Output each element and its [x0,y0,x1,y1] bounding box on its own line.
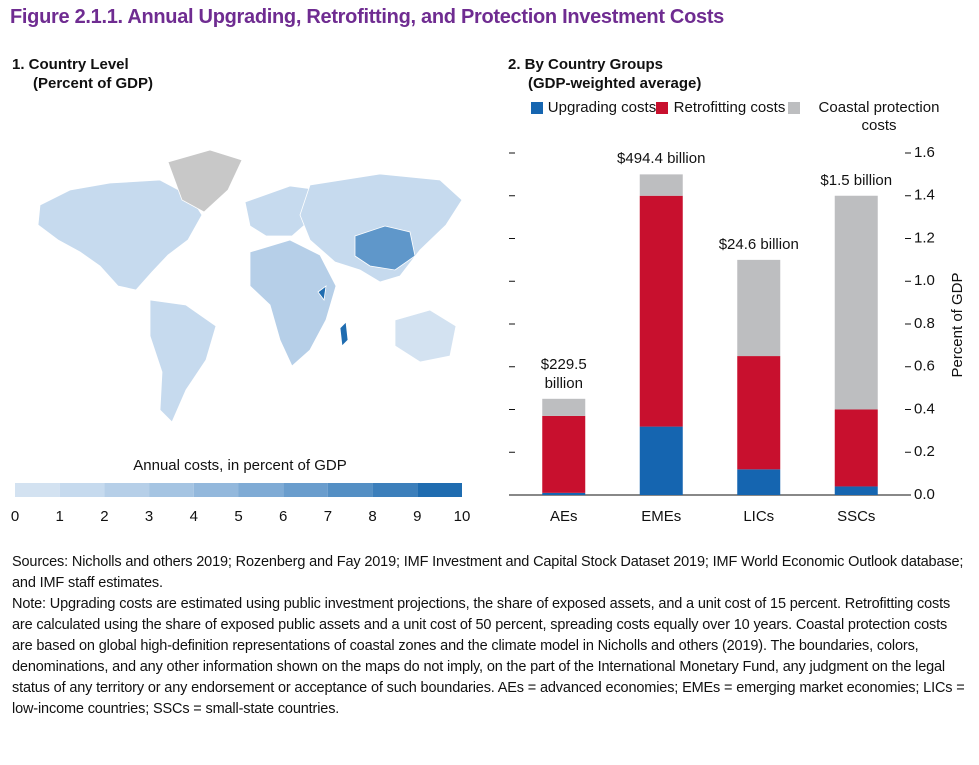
bar-segment [639,426,683,495]
colorbar-tick-label: 2 [100,508,108,525]
legend-swatch [531,102,543,114]
colorbar-tick-label: 3 [145,508,153,525]
legend-item: Coastal protection costs [788,99,954,135]
colorbar-tick-label: 10 [454,508,471,525]
legend-label: Upgrading costs [547,99,657,116]
note: Note: Upgrading costs are estimated usin… [12,596,965,717]
colorbar-segment [372,483,418,497]
colorbar-tick-label: 1 [56,508,64,525]
total-label: $1.5 billion [820,171,893,189]
colorbar-segment [149,483,194,497]
colorbar-segment [193,483,239,497]
bar-segment [834,195,878,410]
x-tick-label: SSCs [837,508,875,525]
y-tick-label: 0.4 [914,400,935,417]
colorbar-tick-label: 5 [234,508,242,525]
bar-segment [542,415,586,493]
bar-segment [834,409,878,487]
bar-segment [542,398,586,416]
total-label: $229.5 billion [540,355,587,392]
somalia [317,285,327,302]
north-america [37,179,203,291]
colorbar-tick-label: 4 [190,508,198,525]
colorbar-tick-label: 6 [279,508,287,525]
x-tick-label: LICs [743,508,774,525]
legend-item: Upgrading costs [531,99,657,117]
africa [249,239,337,367]
world-map [37,149,463,423]
colorbar-segment [327,483,373,497]
panel-title: 1. Country Level [12,56,129,73]
colorbar-tick-label: 7 [324,508,332,525]
madagascar [339,321,349,347]
legend-swatch [788,102,800,114]
y-tick-label: 1.0 [914,272,935,289]
bar-segment [737,259,781,357]
bar-segment [542,492,586,495]
y-tick-label: 0.0 [914,486,935,503]
y-axis-title: Percent of GDP [949,272,966,377]
bar-segment [639,195,683,427]
legend-label: Retrofitting costs [673,99,786,116]
panel-title: 2. By Country Groups [508,56,664,73]
panel-subtitle: (Percent of GDP) [33,75,154,92]
bar-segment [834,486,878,495]
legend-swatch [656,102,668,114]
y-tick-label: 0.6 [914,358,935,375]
colorbar-segment [238,483,284,497]
china [354,225,416,271]
bar-segment [737,356,781,470]
legend-item: Retrofitting costs [656,99,787,117]
australia [394,309,457,363]
y-tick-label: 0.2 [914,443,935,460]
y-tick-label: 0.8 [914,315,935,332]
x-tick-label: AEs [550,508,578,525]
colorbar-tick-label: 8 [368,508,376,525]
bar-segment [737,469,781,495]
colorbar-segment [417,483,462,497]
total-label: $24.6 billion [718,235,799,253]
colorbar-tick-label: 9 [413,508,421,525]
figure-title: Figure 2.1.1. Annual Upgrading, Retrofit… [10,6,725,28]
y-tick-label: 1.2 [914,229,935,246]
x-tick-label: EMEs [641,508,681,525]
colorbar-title: Annual costs, in percent of GDP [133,457,346,474]
y-tick-label: 1.6 [914,144,935,161]
south-america [149,299,217,423]
footnotes: Sources: Nicholls and others 2019; Rozen… [12,552,970,720]
colorbar-segment [283,483,328,497]
colorbar-segment [15,483,60,497]
colorbar-segment [59,483,105,497]
y-tick-label: 1.4 [914,187,935,204]
legend-label: Coastal protection costs [818,99,940,134]
bar-segment [639,174,683,196]
colorbar-segment [104,483,150,497]
colorbar-tick-label: 0 [11,508,19,525]
sources: Sources: Nicholls and others 2019; Rozen… [12,554,964,591]
greenland [167,149,243,213]
total-label: $494.4 billion [617,150,706,168]
panel-subtitle: (GDP-weighted average) [528,75,702,92]
